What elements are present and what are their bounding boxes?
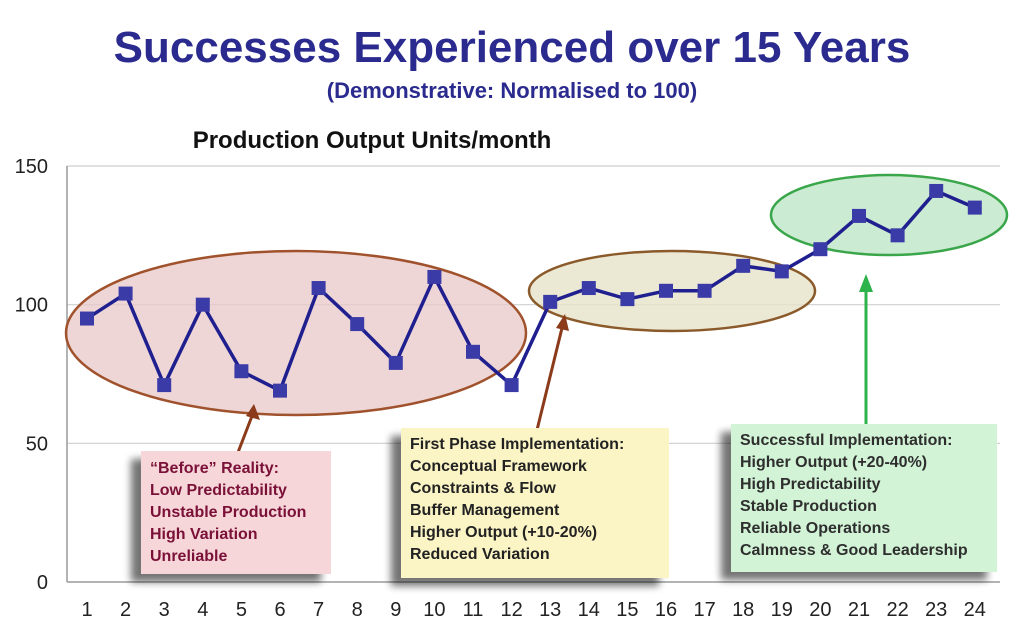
y-tick-label: 150 xyxy=(15,156,48,178)
y-tick-label: 100 xyxy=(15,295,48,317)
annotation-line: Calmness & Good Leadership xyxy=(740,542,968,559)
x-tick-labels: 1 2 3 4 5 6 7 8 9 10 11 12 13 14 15 16 17 18 19 20 21 22 23 24 xyxy=(81,599,985,621)
data-point xyxy=(697,283,712,298)
success-ellipse xyxy=(769,173,1009,257)
x-tick-label: 8 xyxy=(352,599,363,621)
x-tick-label: 22 xyxy=(886,599,908,621)
annotation-line: High Variation xyxy=(150,526,258,543)
x-tick-label: 2 xyxy=(120,599,131,621)
x-tick-label: 9 xyxy=(390,599,401,621)
data-point xyxy=(350,317,365,332)
data-point xyxy=(581,281,596,296)
x-tick-label: 10 xyxy=(423,599,445,621)
data-point xyxy=(80,311,94,326)
chart-title: Production Output Units/month xyxy=(193,127,552,154)
data-point xyxy=(273,383,287,398)
data-point xyxy=(929,183,944,198)
first-phase-text: First Phase Implementation: Conceptual Fr… xyxy=(410,436,624,563)
x-tick-label: 12 xyxy=(500,599,522,621)
annotation-line: Stable Production xyxy=(740,498,877,515)
annotation-line: Reduced Variation xyxy=(410,546,550,563)
x-tick-label: 17 xyxy=(693,599,715,621)
annotation-line: “Before” Reality: xyxy=(150,460,279,477)
data-point xyxy=(890,228,905,243)
x-tick-label: 24 xyxy=(964,599,986,621)
data-point xyxy=(774,264,789,279)
main-title: Successes Experienced over 15 Years xyxy=(114,23,911,72)
annotation-line: First Phase Implementation: xyxy=(410,436,624,453)
x-tick-label: 5 xyxy=(236,599,247,621)
x-tick-label: 23 xyxy=(925,599,947,621)
x-tick-label: 18 xyxy=(732,599,754,621)
annotation-line: Unreliable xyxy=(150,548,227,565)
data-point xyxy=(967,200,982,215)
annotation-line: Buffer Management xyxy=(410,502,560,519)
x-tick-label: 20 xyxy=(809,599,831,621)
data-point xyxy=(852,208,866,223)
before-text: “Before” Reality: Low Predictability Unsta… xyxy=(150,460,306,565)
subtitle: (Demonstrative: Normalised to 100) xyxy=(327,78,697,103)
data-point xyxy=(118,286,133,301)
x-tick-label: 19 xyxy=(771,599,793,621)
annotation-line: Unstable Production xyxy=(150,504,306,521)
series-markers xyxy=(80,183,982,398)
before-box xyxy=(141,451,331,574)
arrow-before xyxy=(235,404,260,456)
data-point xyxy=(504,378,519,393)
x-tick-label: 11 xyxy=(463,599,484,621)
data-point xyxy=(388,355,403,370)
annotation-line: Reliable Operations xyxy=(740,520,890,537)
data-point xyxy=(311,281,326,296)
x-tick-label: 21 xyxy=(848,599,870,621)
annotation-line: Higher Output (+20-40%) xyxy=(740,454,927,471)
data-point xyxy=(427,269,442,284)
data-point xyxy=(234,364,249,379)
first-phase-box xyxy=(401,428,669,578)
arrow-success xyxy=(859,274,873,424)
data-point xyxy=(659,283,673,298)
data-point xyxy=(736,258,751,273)
x-tick-label: 16 xyxy=(655,599,677,621)
data-point xyxy=(157,378,172,393)
axes xyxy=(66,166,1000,583)
annotation-line: High Predictability xyxy=(740,476,881,493)
x-tick-label: 7 xyxy=(313,599,324,621)
arrow-first-phase xyxy=(535,314,569,431)
data-point xyxy=(195,297,210,312)
x-tick-label: 1 xyxy=(81,599,92,621)
annotation-line: Low Predictability xyxy=(150,482,287,499)
success-text: Successful Implementation: Higher Output … xyxy=(740,432,968,559)
data-point xyxy=(813,242,828,257)
annotation-line: Successful Implementation: xyxy=(740,432,953,449)
x-tick-label: 13 xyxy=(539,599,561,621)
data-point xyxy=(466,344,480,359)
x-tick-label: 15 xyxy=(616,599,638,621)
annotation-line: Constraints & Flow xyxy=(410,480,556,497)
data-point xyxy=(620,292,635,307)
annotation-line: Higher Output (+10-20%) xyxy=(410,524,597,541)
before-ellipse xyxy=(64,249,528,417)
data-point xyxy=(543,294,558,309)
annotation-line: Conceptual Framework xyxy=(410,458,587,475)
y-tick-label: 0 xyxy=(37,572,48,594)
success-box xyxy=(731,424,997,572)
y-tick-label: 50 xyxy=(26,433,48,455)
x-tick-label: 14 xyxy=(578,599,600,621)
x-tick-label: 6 xyxy=(274,599,285,621)
y-tick-labels: 0 50 100 150 xyxy=(15,156,48,594)
x-tick-label: 4 xyxy=(197,599,208,621)
x-tick-label: 3 xyxy=(159,599,170,621)
